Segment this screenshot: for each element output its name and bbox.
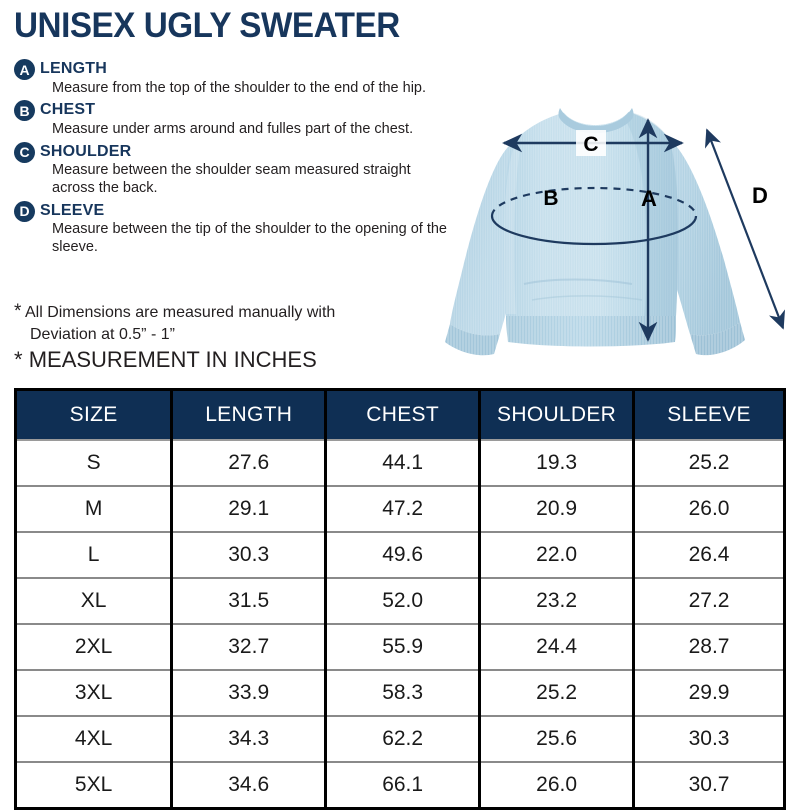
cell-sleeve: 30.3 — [633, 715, 783, 762]
table-row: M 29.1 47.2 20.9 26.0 — [17, 485, 783, 532]
cell-size: 3XL — [17, 669, 174, 716]
cell-chest: 66.1 — [325, 761, 482, 807]
cell-length: 29.1 — [171, 485, 328, 532]
table-row: S 27.6 44.1 19.3 25.2 — [17, 439, 783, 486]
measure-b-chest: B — [490, 186, 698, 246]
table-row: L 30.3 49.6 22.0 26.4 — [17, 531, 783, 578]
cell-chest: 62.2 — [325, 715, 482, 762]
cell-chest: 52.0 — [325, 577, 482, 624]
badge-a-icon: A — [14, 59, 35, 80]
column-header-size: SIZE — [17, 391, 174, 440]
cell-sleeve: 26.4 — [633, 531, 783, 578]
legend-label-chest: CHEST — [40, 101, 96, 119]
units-note: * MEASUREMENT IN INCHES — [14, 347, 317, 373]
cell-length: 27.6 — [171, 439, 328, 486]
units-note-text: MEASUREMENT IN INCHES — [28, 347, 317, 372]
cell-chest: 58.3 — [325, 669, 482, 716]
cell-shoulder: 23.2 — [479, 577, 636, 624]
cell-length: 34.3 — [171, 715, 328, 762]
measure-label-b: B — [543, 187, 558, 210]
column-header-shoulder: SHOULDER — [479, 391, 636, 440]
legend-desc-shoulder: Measure between the shoulder seam measur… — [52, 162, 411, 196]
cell-length: 34.6 — [171, 761, 328, 807]
cell-sleeve: 28.7 — [633, 623, 783, 670]
cell-size: 5XL — [17, 761, 174, 807]
cell-shoulder: 25.6 — [479, 715, 636, 762]
table-row: 2XL 32.7 55.9 24.4 28.7 — [17, 623, 783, 670]
units-star-icon: * — [14, 347, 23, 372]
legend-item-sleeve: D SLEEVE Measure between the tip of the … — [14, 200, 454, 257]
legend-item-length: A LENGTH Measure from the top of the sho… — [14, 58, 454, 97]
cell-shoulder: 25.2 — [479, 669, 636, 716]
measure-label-c: C — [583, 133, 598, 156]
legend-label-sleeve: SLEEVE — [40, 201, 105, 219]
table-header-row: SIZE LENGTH CHEST SHOULDER SLEEVE — [17, 391, 783, 440]
sweater-diagram: C A B D — [420, 48, 800, 388]
cell-size: S — [17, 439, 174, 486]
cell-shoulder: 20.9 — [479, 485, 636, 532]
cell-shoulder: 24.4 — [479, 623, 636, 670]
measure-d-sleeve: D — [704, 128, 786, 330]
deviation-note: * All Dimensions are measured manually w… — [14, 300, 414, 345]
legend-desc-chest: Measure under arms around and fulles par… — [52, 120, 414, 137]
legend-label-length: LENGTH — [40, 60, 107, 77]
deviation-note-line1: All Dimensions are measured manually wit… — [24, 304, 336, 321]
table-row: 4XL 34.3 62.2 25.6 30.3 — [17, 715, 783, 762]
deviation-note-line2: Deviation at 0.5” - 1” — [30, 325, 175, 343]
cell-shoulder: 19.3 — [479, 439, 636, 486]
cell-sleeve: 29.9 — [633, 669, 783, 716]
cell-length: 33.9 — [171, 669, 328, 716]
cell-chest: 49.6 — [325, 531, 482, 578]
legend-label-shoulder: SHOULDER — [40, 142, 132, 160]
table-row: 3XL 33.9 58.3 25.2 29.9 — [17, 669, 783, 716]
cell-shoulder: 26.0 — [479, 761, 636, 807]
measure-label-a: A — [641, 186, 657, 211]
legend-desc-length: Measure from the top of the shoulder to … — [52, 79, 427, 96]
column-header-length: LENGTH — [171, 391, 328, 440]
legend-item-shoulder: C SHOULDER Measure between the shoulder … — [14, 141, 454, 198]
legend-item-chest: B CHEST Measure under arms around and fu… — [14, 99, 454, 138]
size-table-container: SIZE LENGTH CHEST SHOULDER SLEEVE S 27.6… — [14, 388, 786, 810]
legend-desc-sleeve: Measure between the tip of the shoulder … — [52, 221, 447, 255]
column-header-sleeve: SLEEVE — [633, 391, 783, 440]
cell-size: 4XL — [17, 715, 174, 762]
cell-size: L — [17, 531, 174, 578]
cell-size: M — [17, 485, 174, 532]
badge-b-icon: B — [14, 100, 35, 122]
size-table: SIZE LENGTH CHEST SHOULDER SLEEVE S 27.6… — [17, 391, 783, 807]
cell-sleeve: 30.7 — [633, 761, 783, 807]
cell-sleeve: 26.0 — [633, 485, 783, 532]
cell-sleeve: 25.2 — [633, 439, 783, 486]
table-row: 5XL 34.6 66.1 26.0 30.7 — [17, 761, 783, 807]
cell-chest: 55.9 — [325, 623, 482, 670]
cell-size: XL — [17, 577, 174, 624]
measure-label-d: D — [752, 183, 768, 208]
badge-c-icon: C — [14, 141, 35, 163]
cell-chest: 44.1 — [325, 439, 482, 486]
measurement-legend: A LENGTH Measure from the top of the sho… — [14, 58, 454, 259]
badge-d-icon: D — [14, 200, 35, 222]
table-row: XL 31.5 52.0 23.2 27.2 — [17, 577, 783, 624]
cell-chest: 47.2 — [325, 485, 482, 532]
cell-length: 31.5 — [171, 577, 328, 624]
page-title: UNISEX UGLY SWEATER — [14, 6, 400, 45]
cell-shoulder: 22.0 — [479, 531, 636, 578]
note-star-icon: * — [14, 301, 22, 322]
cell-length: 32.7 — [171, 623, 328, 670]
column-header-chest: CHEST — [325, 391, 482, 440]
cell-length: 30.3 — [171, 531, 328, 578]
cell-size: 2XL — [17, 623, 174, 670]
cell-sleeve: 27.2 — [633, 577, 783, 624]
